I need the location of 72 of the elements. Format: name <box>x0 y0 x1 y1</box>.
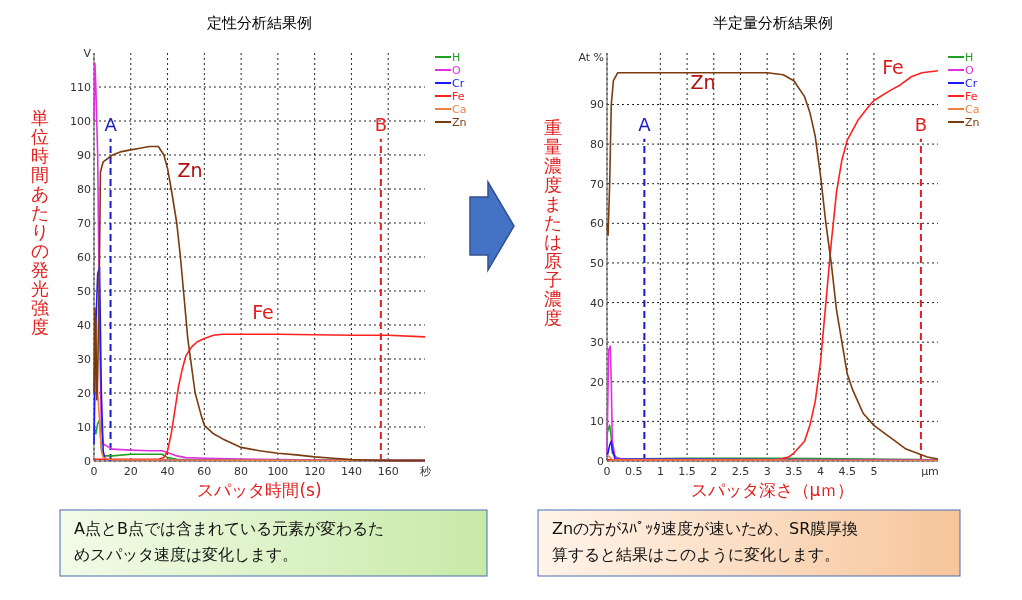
x-tick-label: 140 <box>340 465 362 478</box>
x-tick-label: 1.5 <box>678 465 696 478</box>
y-tick-label: 70 <box>590 177 604 191</box>
x-tick-label: 3.5 <box>785 465 803 478</box>
legend-label: H <box>452 51 461 64</box>
x-tick-label: 2.5 <box>731 465 750 478</box>
x-tick-label: 4.5 <box>838 465 856 478</box>
x-tick-label: 160 <box>377 465 399 478</box>
x-tick-label: 80 <box>234 465 249 478</box>
ref-line-label: B <box>374 113 388 135</box>
legend-label: Zn <box>452 116 467 129</box>
y-tick-label: 40 <box>77 319 91 332</box>
legend-label: Fe <box>965 90 978 103</box>
y-tick-label: 30 <box>77 353 91 366</box>
y-tick-label: 10 <box>77 421 91 434</box>
text: 重量濃度または原子濃度 <box>544 116 562 328</box>
legend-label: O <box>965 64 974 77</box>
x-tick-label: 60 <box>197 465 212 478</box>
ref-line-label: A <box>104 113 118 135</box>
y-tick-label: 20 <box>590 375 604 389</box>
x-tick-label: 5 <box>870 465 878 478</box>
x-tick-label: 120 <box>304 465 326 478</box>
x-tick-label: 1 <box>656 465 664 478</box>
x-tick-label: 100 <box>267 465 289 478</box>
legend-label: H <box>965 51 974 64</box>
chart-title: 定性分析結果例 <box>207 14 312 32</box>
text: 単位時間あたりの発光強度 <box>31 107 49 337</box>
y-tick-label: 100 <box>70 115 91 128</box>
x-tick-label: 0.5 <box>624 465 643 478</box>
annotation: Fe <box>252 301 274 323</box>
chart-title: 半定量分析結果例 <box>712 14 833 32</box>
y-tick-label: 90 <box>77 149 91 162</box>
x-tick-label: 秒 <box>419 465 431 478</box>
x-tick-label: 40 <box>160 465 175 478</box>
ref-line-label: A <box>638 113 652 135</box>
legend-label: Fe <box>452 90 465 103</box>
x-axis-title: スパッタ時間(s) <box>197 480 322 500</box>
y-tick-label: V <box>83 47 92 60</box>
ref-line-label: B <box>914 113 928 135</box>
x-tick-label: 4 <box>817 465 825 478</box>
legend-label: Ca <box>965 103 980 116</box>
y-tick-label: 70 <box>77 217 91 230</box>
y-tick-label: 20 <box>77 387 91 400</box>
annotation: Fe <box>882 56 904 78</box>
annotation: Zn <box>690 71 716 93</box>
y-tick-label: 0 <box>84 455 91 468</box>
y-tick-label: 50 <box>590 256 604 270</box>
y-tick-label: 0 <box>597 455 604 468</box>
y-tick-label: 80 <box>590 138 604 152</box>
x-tick-label: 3 <box>763 465 771 478</box>
y-tick-label: 80 <box>77 183 91 196</box>
x-tick-label: 20 <box>123 465 138 478</box>
y-tick-label: 50 <box>77 285 91 298</box>
x-axis-title: スパッタ深さ（μｍ） <box>690 480 855 500</box>
legend-label: Ca <box>452 103 467 116</box>
x-tick-label: 2 <box>710 465 718 478</box>
y-tick-label: 110 <box>70 81 91 94</box>
annotation: Zn <box>177 159 203 181</box>
y-tick-label: 60 <box>77 251 91 264</box>
y-tick-label: 90 <box>590 98 604 112</box>
text: A点とB点では含まれている元素が変わるためスパッタ速度は変化します。 <box>74 518 385 566</box>
legend-label: Cr <box>452 77 465 90</box>
legend-label: O <box>452 64 461 77</box>
legend-label: Zn <box>965 116 980 129</box>
y-tick-label: 30 <box>590 336 604 350</box>
legend-label: Cr <box>965 77 978 90</box>
y-tick-label: 10 <box>590 415 604 429</box>
text: Znの方がｽﾊﾟｯﾀ速度が速いため、SR膜厚換算すると結果はこのように変化します。 <box>552 518 860 566</box>
y-tick-label: At % <box>578 50 604 64</box>
y-tick-label: 60 <box>590 217 604 231</box>
x-tick-label: μm <box>921 465 939 478</box>
y-tick-label: 40 <box>590 296 604 310</box>
